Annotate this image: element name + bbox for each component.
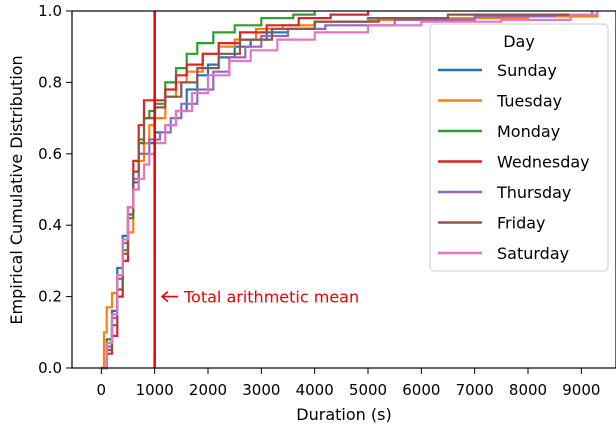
legend-box (429, 23, 609, 272)
axes-frame (71, 10, 616, 369)
y-tick-label: 0.4 (38, 216, 62, 234)
x-tick-label: 1000 (136, 381, 174, 399)
y-tick-label: 1.0 (38, 2, 62, 20)
legend-label-monday: Monday (497, 122, 560, 141)
plot-area (101, 11, 599, 370)
y-tick-label: 0.6 (38, 145, 62, 163)
x-tick-label: 9000 (562, 381, 600, 399)
legend-label-saturday: Saturday (497, 244, 569, 263)
x-axis-title: Duration (s) (296, 405, 391, 424)
series-line-wednesday (101, 11, 370, 370)
legend: Day Sunday Tuesday Monday Wednesday Thursday… (429, 23, 609, 272)
y-axis-title: Empirical Cumulative Distribution (7, 55, 26, 324)
annotation-label: Total arithmetic mean (183, 288, 359, 307)
x-tick-label: 2000 (189, 381, 227, 399)
legend-label-friday: Friday (497, 214, 546, 233)
x-tick-label: 0 (97, 381, 107, 399)
series-line-saturday (101, 11, 599, 370)
legend-items: Sunday Tuesday Monday Wednesday Thursday Frid… (438, 61, 590, 263)
y-tick-label: 0.8 (38, 73, 62, 91)
legend-label-wednesday: Wednesday (497, 153, 590, 172)
series-line-friday (101, 11, 599, 370)
x-tick-label: 7000 (456, 381, 494, 399)
legend-label-tuesday: Tuesday (496, 92, 562, 111)
arrow-left-icon (160, 290, 178, 303)
mean-annotation: Total arithmetic mean (160, 288, 359, 307)
y-tick-label: 0.0 (38, 359, 62, 377)
x-axis: 0 1000 2000 3000 4000 5000 6000 7000 8000 9000 (97, 368, 600, 399)
x-tick-label: 5000 (349, 381, 387, 399)
x-tick-label: 3000 (242, 381, 280, 399)
legend-label-sunday: Sunday (497, 61, 557, 80)
x-tick-label: 6000 (402, 381, 440, 399)
x-tick-label: 4000 (296, 381, 334, 399)
legend-title: Day (503, 32, 535, 51)
y-tick-label: 0.2 (38, 288, 62, 306)
legend-label-thursday: Thursday (496, 183, 571, 202)
y-axis: 0.0 0.2 0.4 0.6 0.8 1.0 (38, 2, 72, 377)
x-tick-label: 8000 (509, 381, 547, 399)
